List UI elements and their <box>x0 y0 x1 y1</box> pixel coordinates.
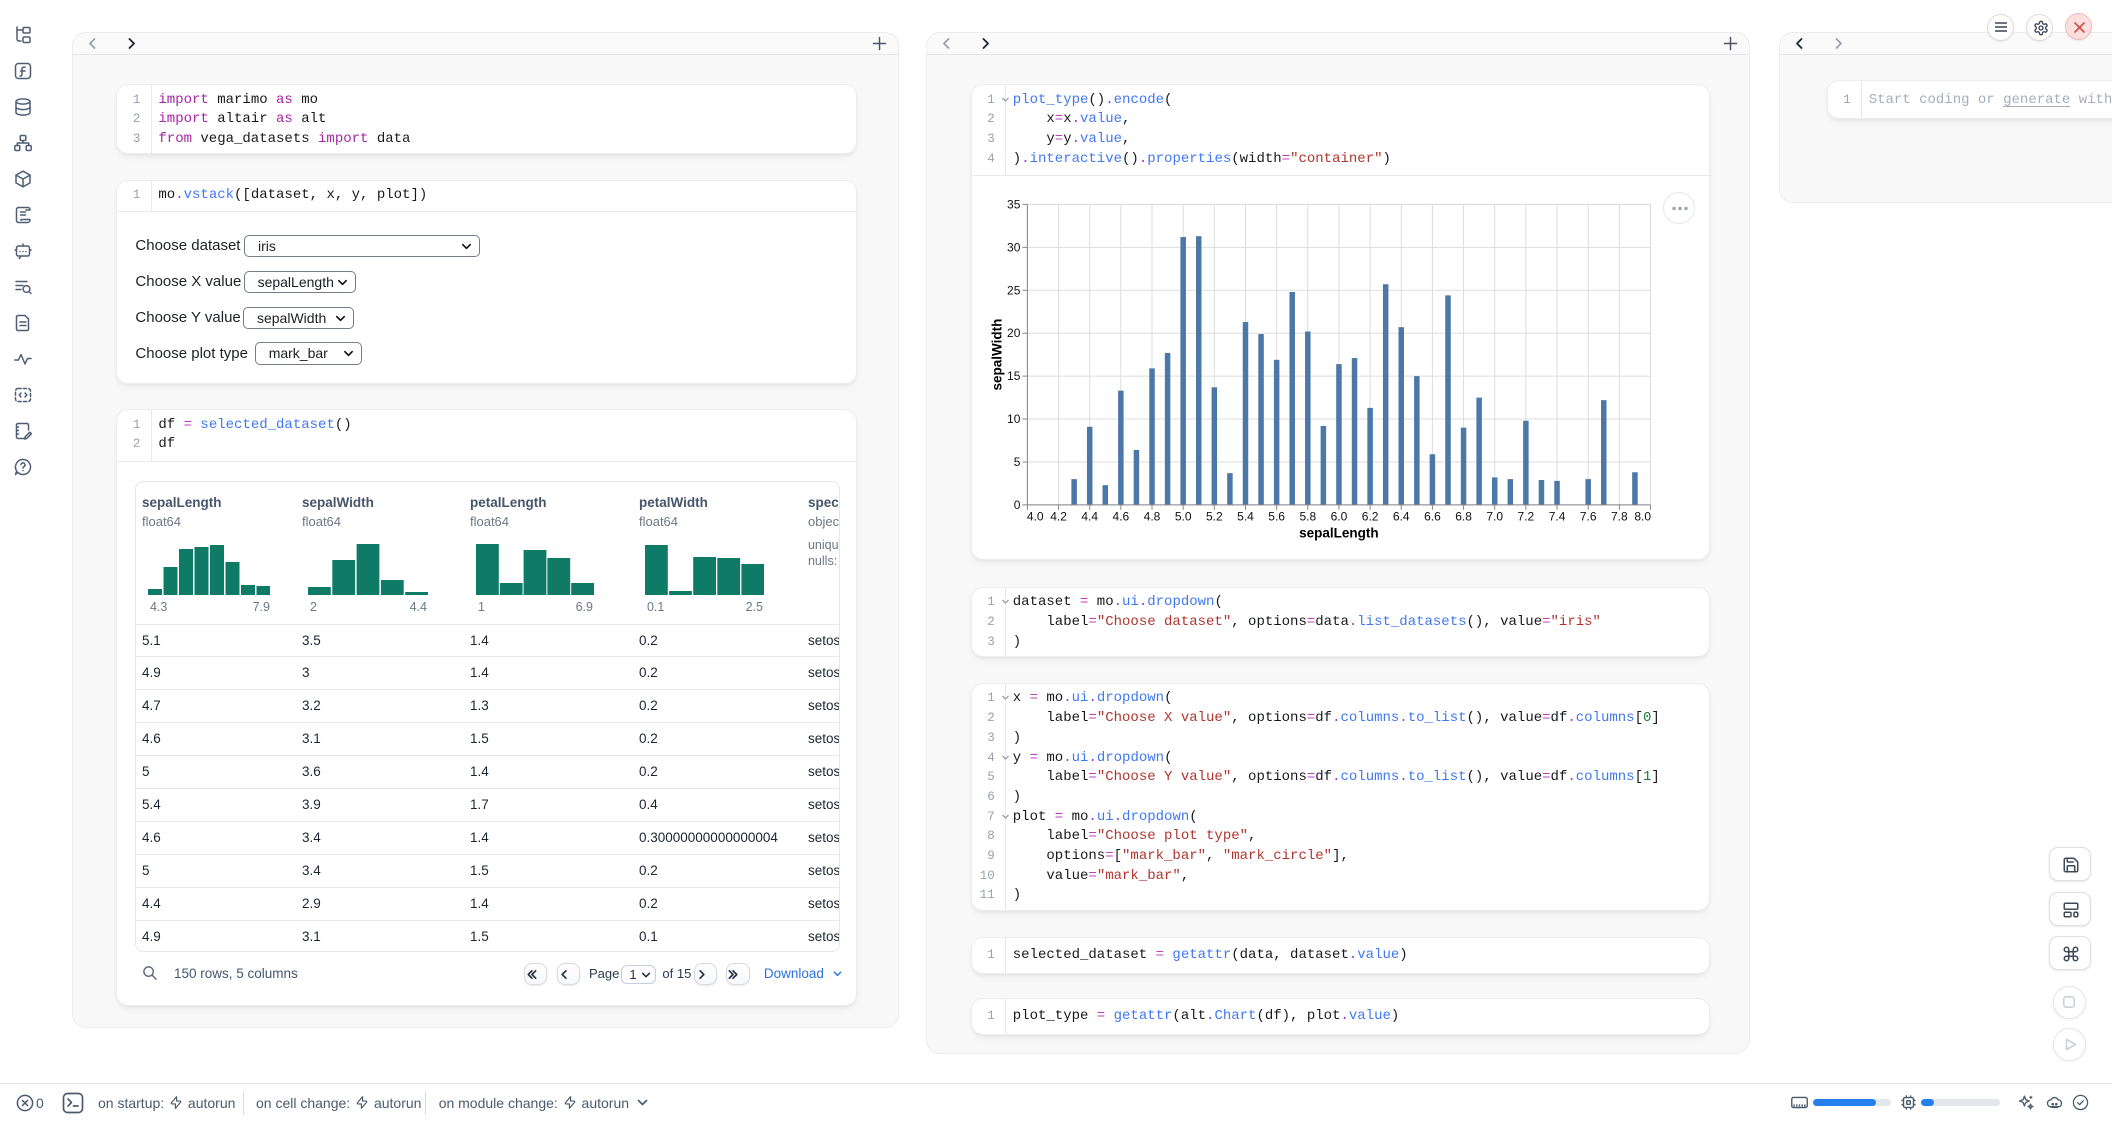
svg-text:6.2: 6.2 <box>1362 510 1379 524</box>
svg-text:6.4: 6.4 <box>1393 510 1410 524</box>
svg-text:25: 25 <box>1007 283 1021 297</box>
svg-text:4.0: 4.0 <box>1027 510 1044 524</box>
svg-text:4.8: 4.8 <box>1144 510 1161 524</box>
svg-text:15: 15 <box>1007 369 1021 383</box>
svg-text:6.0: 6.0 <box>1331 510 1348 524</box>
svg-text:7.6: 7.6 <box>1580 510 1597 524</box>
svg-text:5.0: 5.0 <box>1175 510 1192 524</box>
svg-text:4.2: 4.2 <box>1050 510 1067 524</box>
svg-text:sepalWidth: sepalWidth <box>989 319 1004 391</box>
svg-text:8.0: 8.0 <box>1634 510 1651 524</box>
svg-text:6.8: 6.8 <box>1455 510 1472 524</box>
svg-text:10: 10 <box>1007 412 1021 426</box>
svg-text:4.4: 4.4 <box>1081 510 1098 524</box>
svg-text:35: 35 <box>1007 197 1021 211</box>
svg-text:6.6: 6.6 <box>1424 510 1441 524</box>
svg-text:30: 30 <box>1007 240 1021 254</box>
svg-text:5.2: 5.2 <box>1206 510 1223 524</box>
svg-text:5.6: 5.6 <box>1268 510 1285 524</box>
svg-text:7.8: 7.8 <box>1611 510 1628 524</box>
svg-text:0: 0 <box>1014 498 1021 512</box>
svg-text:7.2: 7.2 <box>1518 510 1535 524</box>
svg-text:5.8: 5.8 <box>1299 510 1316 524</box>
svg-text:5: 5 <box>1014 455 1021 469</box>
svg-text:7.0: 7.0 <box>1486 510 1503 524</box>
svg-text:4.6: 4.6 <box>1112 510 1129 524</box>
svg-text:7.4: 7.4 <box>1549 510 1566 524</box>
svg-text:sepalLength: sepalLength <box>1299 525 1379 540</box>
svg-text:5.4: 5.4 <box>1237 510 1254 524</box>
svg-text:20: 20 <box>1007 326 1021 340</box>
